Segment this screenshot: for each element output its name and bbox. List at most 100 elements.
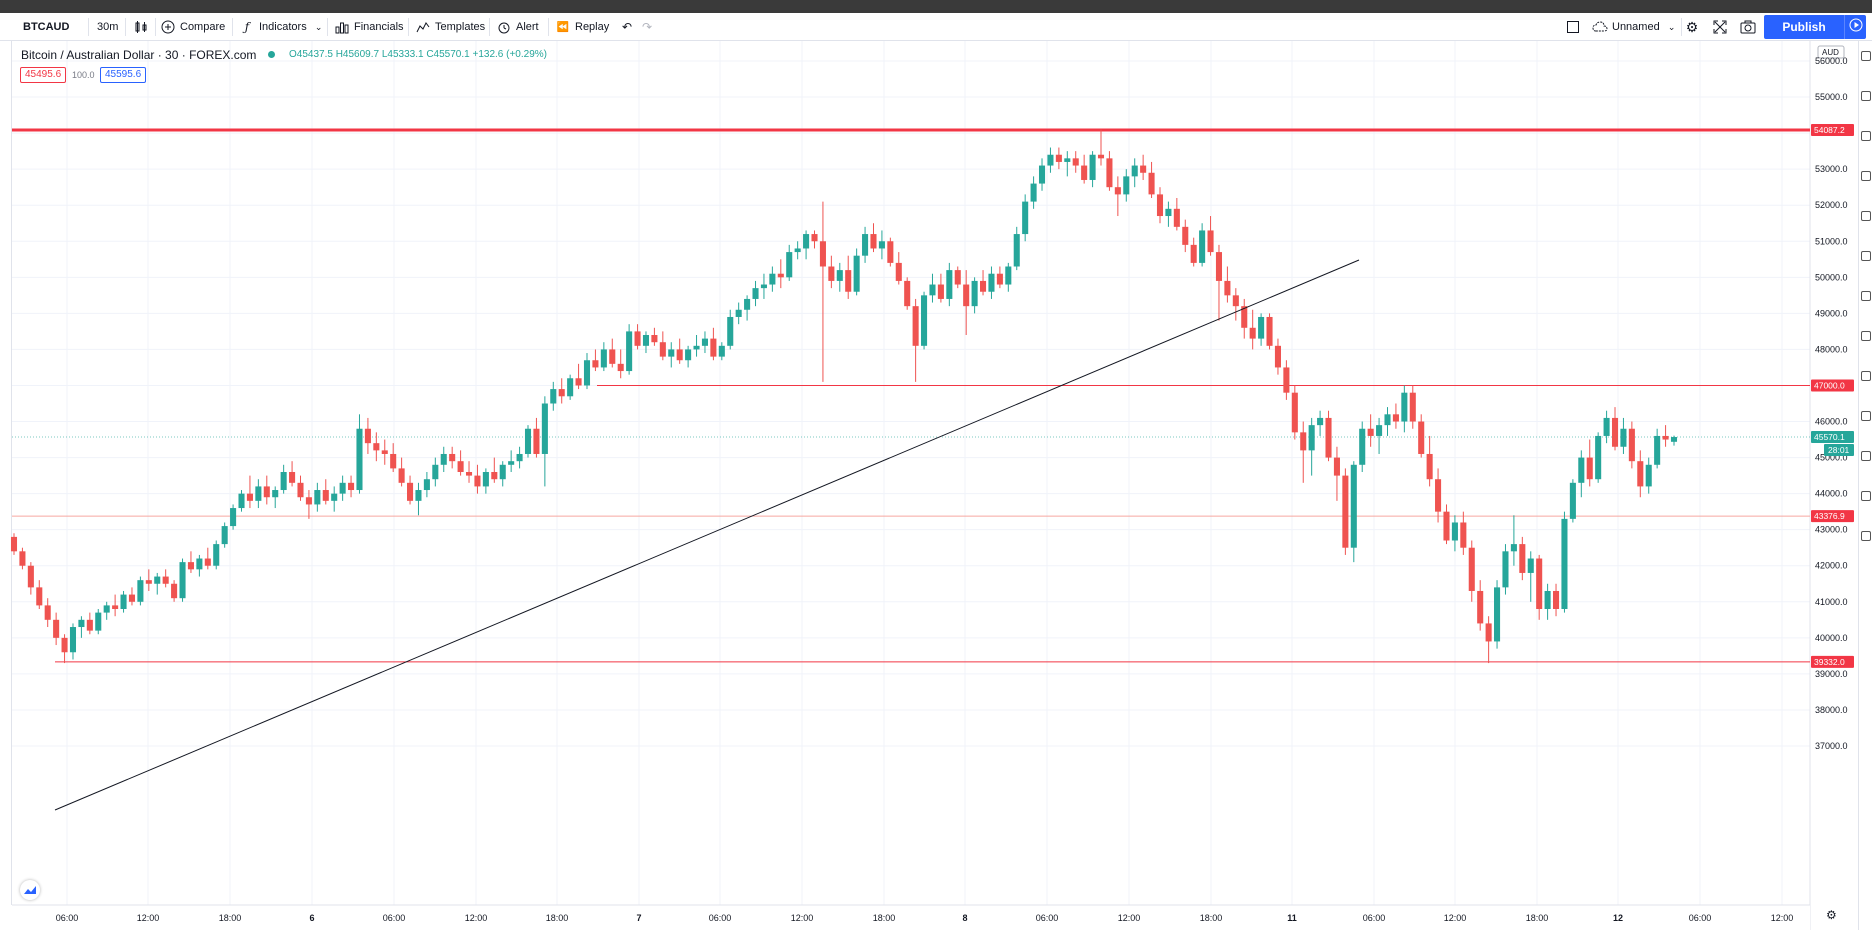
candle-body bbox=[1173, 208, 1180, 227]
watchlist-icon[interactable] bbox=[1861, 51, 1871, 61]
time-tick-label: 18:00 bbox=[1526, 913, 1549, 923]
hotlists-icon[interactable] bbox=[1861, 171, 1871, 181]
candle-body bbox=[1333, 457, 1340, 476]
candle-body bbox=[600, 349, 607, 368]
settings-button[interactable]: ⚙ bbox=[1684, 13, 1700, 41]
streams-icon[interactable] bbox=[1861, 371, 1871, 381]
candle-body bbox=[634, 331, 641, 346]
candle-body bbox=[1443, 511, 1450, 541]
chat-icon[interactable] bbox=[1861, 291, 1871, 301]
time-tick-label: 12:00 bbox=[1444, 913, 1467, 923]
ideas-icon[interactable] bbox=[1861, 331, 1871, 341]
notifications-icon[interactable] bbox=[1861, 411, 1871, 421]
interval-button[interactable]: 30m bbox=[97, 13, 118, 41]
publish-button[interactable]: Publish bbox=[1764, 15, 1844, 39]
object-tree-icon[interactable] bbox=[1861, 531, 1871, 541]
candle-body bbox=[1611, 417, 1619, 447]
candle-body bbox=[887, 241, 894, 263]
candle-body bbox=[912, 306, 919, 346]
time-axis[interactable] bbox=[0, 905, 1810, 930]
indicators-button[interactable]: ƒ Indicators ⌄ bbox=[239, 13, 327, 41]
horizontal-line-price-tag[interactable] bbox=[1811, 123, 1854, 136]
candle-body bbox=[609, 349, 616, 364]
left-drawing-toolbar bbox=[0, 41, 12, 930]
templates-button[interactable]: Templates bbox=[415, 13, 485, 41]
pine-icon[interactable] bbox=[1861, 491, 1871, 501]
candle-body bbox=[457, 461, 464, 472]
time-tick-label: 6 bbox=[309, 913, 314, 923]
horizontal-line-price-tag[interactable] bbox=[1811, 510, 1854, 523]
horizontal-line-price-tag[interactable] bbox=[1811, 655, 1854, 668]
undo-button[interactable]: ↶ bbox=[619, 13, 635, 41]
price-axis[interactable] bbox=[1810, 41, 1858, 930]
time-tick-label: 12:00 bbox=[465, 913, 488, 923]
spread-value: 100.0 bbox=[72, 70, 95, 80]
horizontal-line-price-label: 54087.2 bbox=[1814, 125, 1845, 135]
divider bbox=[232, 18, 233, 36]
rewind-icon: ⏪ bbox=[556, 21, 570, 33]
horizontal-line-price-label: 43376.9 bbox=[1814, 511, 1845, 521]
candle-body bbox=[701, 338, 708, 346]
layout-menu-button[interactable]: Unnamed ⌄ bbox=[1592, 13, 1680, 41]
candle-body bbox=[1536, 558, 1543, 609]
symbol-label: BTCAUD bbox=[23, 21, 70, 33]
candle-body bbox=[280, 472, 287, 491]
news-icon[interactable] bbox=[1861, 251, 1871, 261]
candle-body bbox=[777, 273, 784, 278]
candle-body bbox=[263, 486, 270, 498]
alerts-icon[interactable] bbox=[1861, 91, 1871, 101]
candle-body bbox=[230, 508, 237, 527]
candle-body bbox=[550, 389, 557, 404]
candle-body bbox=[499, 464, 506, 480]
horizontal-line-price-tag[interactable] bbox=[1811, 379, 1854, 392]
sell-price-box[interactable]: 45495.6 bbox=[20, 67, 67, 83]
fullscreen-button[interactable] bbox=[1712, 13, 1728, 41]
undo-icon: ↶ bbox=[621, 20, 633, 34]
candle-body bbox=[1628, 428, 1635, 462]
candle-body bbox=[870, 234, 877, 249]
candle-body bbox=[836, 270, 843, 281]
candle-body bbox=[1586, 457, 1593, 480]
candle-body bbox=[1089, 154, 1096, 180]
candle-body bbox=[929, 284, 936, 296]
candle-body bbox=[516, 453, 523, 462]
price-tick-label: 39000.0 bbox=[1815, 669, 1848, 679]
fullscreen-toggle-button[interactable] bbox=[1565, 13, 1581, 41]
symbol-search-button[interactable]: BTCAUD bbox=[23, 13, 69, 41]
candle-body bbox=[1055, 154, 1062, 162]
axis-settings-icon[interactable]: ⚙ bbox=[1826, 908, 1837, 922]
snapshot-button[interactable] bbox=[1740, 13, 1756, 41]
replay-button[interactable]: ⏪ Replay bbox=[555, 13, 609, 41]
chart-type-button[interactable] bbox=[133, 13, 149, 41]
price-tick-label: 50000.0 bbox=[1815, 272, 1848, 282]
trend-line[interactable] bbox=[54, 259, 1360, 811]
top-toolbar: BTCAUD 30m Compare ƒ Indicators ⌄ Financ… bbox=[0, 13, 1872, 41]
financials-button[interactable]: Financials bbox=[334, 13, 404, 41]
publish-menu-button[interactable] bbox=[1844, 15, 1866, 39]
candle-body bbox=[811, 234, 818, 242]
indicators-label: Indicators bbox=[259, 21, 307, 33]
buy-price-box[interactable]: 45595.6 bbox=[100, 67, 147, 83]
candle-body bbox=[1274, 345, 1281, 368]
calendar-icon[interactable] bbox=[1861, 211, 1871, 221]
divider bbox=[489, 18, 490, 36]
candle-body bbox=[44, 605, 51, 620]
candle-body bbox=[128, 594, 136, 602]
expand-icon bbox=[1712, 19, 1728, 35]
redo-button[interactable]: ↷ bbox=[639, 13, 655, 41]
candle-body bbox=[1148, 172, 1155, 195]
time-tick-label: 12:00 bbox=[791, 913, 814, 923]
camera-icon bbox=[1740, 19, 1756, 35]
currency-badge[interactable] bbox=[1817, 45, 1845, 59]
help-icon[interactable] bbox=[1861, 451, 1871, 461]
candle-body bbox=[449, 453, 456, 462]
price-chart[interactable]: AUD56000.055000.054000.053000.052000.051… bbox=[0, 41, 1858, 930]
compare-button[interactable]: Compare bbox=[160, 13, 225, 41]
data-window-icon[interactable] bbox=[1861, 131, 1871, 141]
tradingview-logo[interactable] bbox=[20, 880, 40, 900]
price-tick-label: 46000.0 bbox=[1815, 417, 1848, 427]
candle-body bbox=[162, 576, 169, 584]
alert-button[interactable]: Alert bbox=[496, 13, 539, 41]
compare-label: Compare bbox=[180, 21, 226, 33]
candle-body bbox=[1342, 475, 1349, 548]
